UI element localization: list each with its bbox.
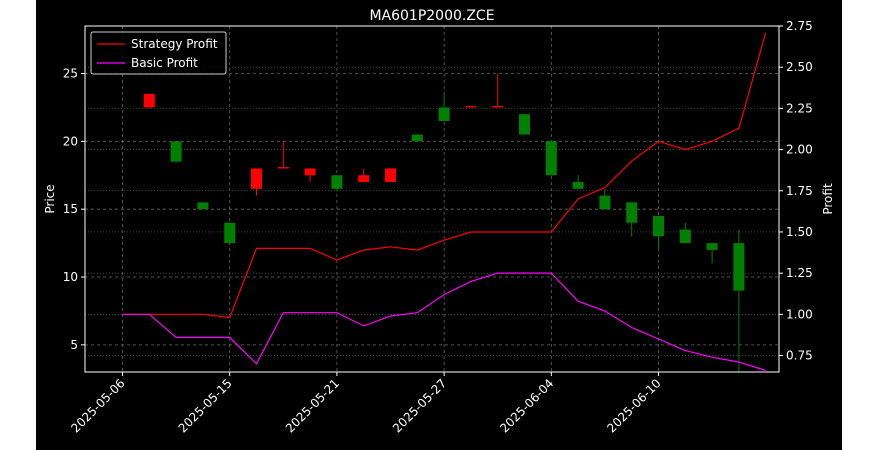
- candle-body: [277, 167, 289, 169]
- profit-lines: [122, 32, 767, 371]
- tick-label-right: 2.75: [786, 19, 813, 33]
- candle-body: [626, 202, 638, 223]
- tick-label-right: 2.50: [786, 60, 813, 74]
- candle-body: [438, 107, 450, 121]
- tick-label-left: 20: [63, 134, 78, 148]
- tick-label-right: 2.25: [786, 101, 813, 115]
- tick-label-right: 1.00: [786, 307, 813, 321]
- candle-body: [385, 168, 396, 183]
- tick-label-right: 0.75: [786, 349, 813, 363]
- y-axis-label-left: Price: [43, 184, 57, 213]
- candle-body: [545, 141, 557, 176]
- candle-body: [465, 106, 477, 108]
- candle-body: [170, 141, 182, 162]
- tick-label-left: 15: [63, 202, 78, 216]
- chart-title: MA601P2000.ZCE: [369, 8, 494, 24]
- candle-body: [599, 195, 611, 210]
- legend-label-strategy: Strategy Profit: [131, 37, 218, 51]
- candle-body: [733, 243, 745, 291]
- candle-body: [304, 168, 316, 176]
- tick-label-left: 10: [63, 270, 78, 284]
- tick-label-right: 1.75: [786, 184, 813, 198]
- candle-body: [358, 175, 370, 183]
- y-axis-label-right: Profit: [821, 183, 835, 215]
- candles: [143, 73, 745, 372]
- figure-background: [36, 0, 842, 450]
- candle-body: [679, 229, 691, 244]
- strategy-profit-line: [122, 32, 767, 319]
- candle-body: [197, 202, 209, 210]
- candle-body: [492, 106, 504, 108]
- candle-body: [706, 243, 718, 250]
- tick-label-right: 1.25: [786, 266, 813, 280]
- candle-body: [519, 114, 530, 135]
- tick-label-right: 1.50: [786, 225, 813, 239]
- candle-body: [411, 134, 423, 142]
- candle-body: [572, 182, 584, 189]
- plot-frame: [84, 25, 780, 373]
- candle-body: [143, 93, 155, 108]
- candle-body: [224, 222, 236, 244]
- legend-label-basic: Basic Profit: [131, 56, 198, 70]
- candle-body: [653, 215, 664, 237]
- tick-label-left: 25: [63, 66, 78, 80]
- tick-label-left: 5: [70, 338, 78, 352]
- legend: Strategy Profit Basic Profit: [90, 31, 227, 75]
- right-axis-ticks: 0.75 1.00 1.25 1.50 1.75 2.00 2.25 2.50 2.75: [779, 19, 813, 363]
- left-axis-ticks: 5 10 15 20 25: [63, 66, 85, 352]
- basic-profit-line: [122, 272, 766, 371]
- tick-label-right: 2.00: [786, 143, 813, 157]
- candle-body: [251, 168, 262, 189]
- candle-body: [331, 175, 343, 189]
